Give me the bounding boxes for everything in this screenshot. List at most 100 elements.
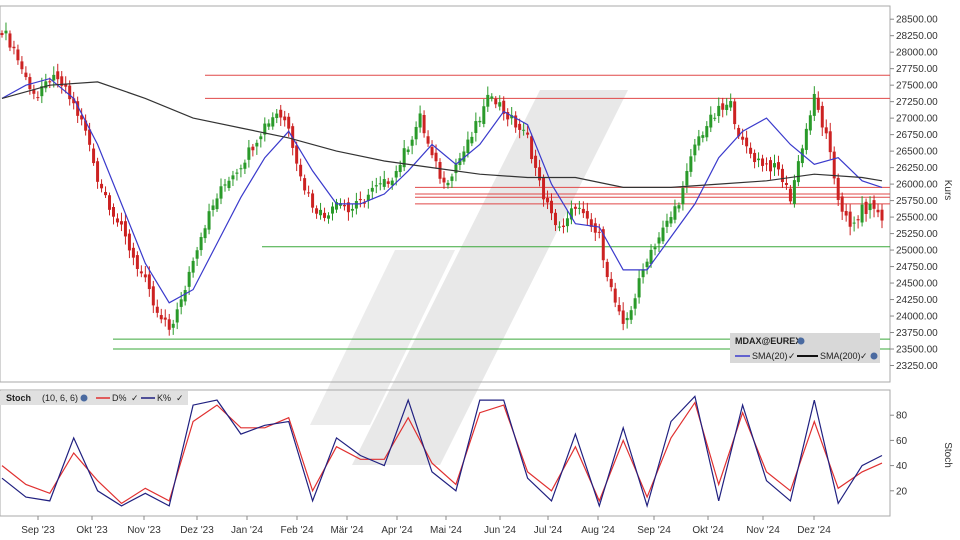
candle-body	[729, 101, 733, 108]
candle-body	[689, 156, 693, 172]
candle-body	[287, 116, 291, 129]
candle-body	[434, 152, 438, 162]
candle-body	[410, 139, 414, 146]
candle-body	[231, 175, 235, 180]
candle-body	[836, 177, 840, 201]
candle-body	[486, 94, 490, 107]
check-icon[interactable]: ✓	[860, 351, 868, 361]
candle-body	[526, 132, 530, 135]
check-icon[interactable]: ✓	[788, 351, 796, 361]
candle-body	[868, 203, 872, 211]
candle-body	[820, 105, 824, 128]
candle-body	[761, 158, 765, 166]
check-icon[interactable]: ✓	[176, 393, 184, 403]
candle-body	[442, 177, 446, 183]
candle-body	[593, 223, 597, 233]
candle-body	[414, 126, 418, 140]
y-tick-label: 25750.00	[896, 196, 938, 207]
candle-body	[251, 146, 255, 151]
y-tick-label: 40	[896, 461, 908, 472]
candle-body	[143, 274, 147, 278]
candle-body	[824, 127, 828, 134]
x-tick-label: Sep '23	[21, 525, 55, 536]
y-tick-label: 25500.00	[896, 213, 938, 224]
candle-body	[247, 147, 251, 160]
candle-body	[880, 209, 884, 221]
y-tick-label: 24500.00	[896, 279, 938, 290]
y-tick-label: 80	[896, 411, 908, 422]
candle-body	[56, 71, 60, 80]
series-line-d	[1, 401, 883, 505]
series-line-sma200	[1, 81, 883, 188]
candle-body	[319, 209, 323, 216]
candle-body	[358, 198, 362, 201]
candle-body	[581, 208, 585, 214]
stoch-title: Stoch	[6, 393, 31, 403]
y-tick-label: 23500.00	[896, 345, 938, 356]
candle-body	[832, 151, 836, 179]
candle-body	[876, 209, 880, 213]
candle-body	[263, 123, 267, 135]
stochastic-panel: 20 40 60 80	[0, 389, 908, 517]
candle-body	[649, 249, 653, 265]
candle-body	[155, 306, 159, 313]
watermark-logo	[310, 90, 628, 465]
y-tick-label: 27000.00	[896, 114, 938, 125]
candle-body	[792, 180, 796, 205]
candle-body	[271, 117, 275, 127]
settings-icon[interactable]	[870, 352, 878, 360]
y-tick-label: 24000.00	[896, 312, 938, 323]
candle-body	[705, 126, 709, 138]
y-tick-label: 28500.00	[896, 15, 938, 26]
candle-body	[864, 201, 868, 214]
candle-body	[550, 200, 554, 214]
candle-body	[430, 147, 434, 156]
info-icon[interactable]	[80, 394, 88, 402]
candle-body	[518, 123, 522, 130]
candle-body	[725, 104, 729, 110]
candle-body	[32, 89, 36, 94]
candle-body	[16, 49, 20, 61]
y-tick-label: 23250.00	[896, 361, 938, 372]
candle-body	[52, 74, 56, 81]
candle-body	[342, 204, 346, 207]
candle-body	[657, 237, 661, 244]
candle-body	[474, 121, 478, 133]
candle-body	[139, 271, 143, 274]
candle-body	[394, 171, 398, 178]
candle-body	[207, 211, 211, 230]
candle-body	[482, 106, 486, 124]
price-legend: MDAX@EUREX SMA(20) ✓ SMA(200) ✓	[730, 333, 880, 363]
candle-body	[406, 149, 410, 153]
candle-body	[856, 219, 860, 221]
candle-body	[40, 86, 44, 97]
candle-body	[199, 237, 203, 251]
check-icon[interactable]: ✓	[131, 393, 139, 403]
candle-body	[470, 136, 474, 144]
candle-body	[446, 182, 450, 186]
candle-body	[123, 221, 127, 237]
candle-body	[757, 158, 761, 161]
candle-body	[187, 271, 191, 287]
candle-body	[48, 81, 52, 83]
candle-body	[796, 161, 800, 183]
candle-body	[135, 255, 139, 270]
candle-body	[765, 163, 769, 165]
candle-body	[20, 61, 24, 70]
candle-body	[92, 148, 96, 164]
y-tick-label: 27250.00	[896, 97, 938, 108]
candle-body	[275, 113, 279, 119]
candle-body	[565, 218, 569, 227]
info-icon[interactable]	[797, 337, 805, 345]
candle-body	[557, 226, 561, 228]
candle-body	[713, 117, 717, 119]
candle-body	[709, 114, 713, 128]
candle-body	[151, 286, 155, 306]
candle-body	[561, 225, 565, 228]
candle-body	[159, 315, 163, 320]
candle-body	[115, 218, 119, 223]
candle-body	[589, 219, 593, 227]
candle-body	[374, 185, 378, 187]
x-tick-label: Feb '24	[280, 525, 313, 536]
series-line-k	[1, 395, 883, 509]
